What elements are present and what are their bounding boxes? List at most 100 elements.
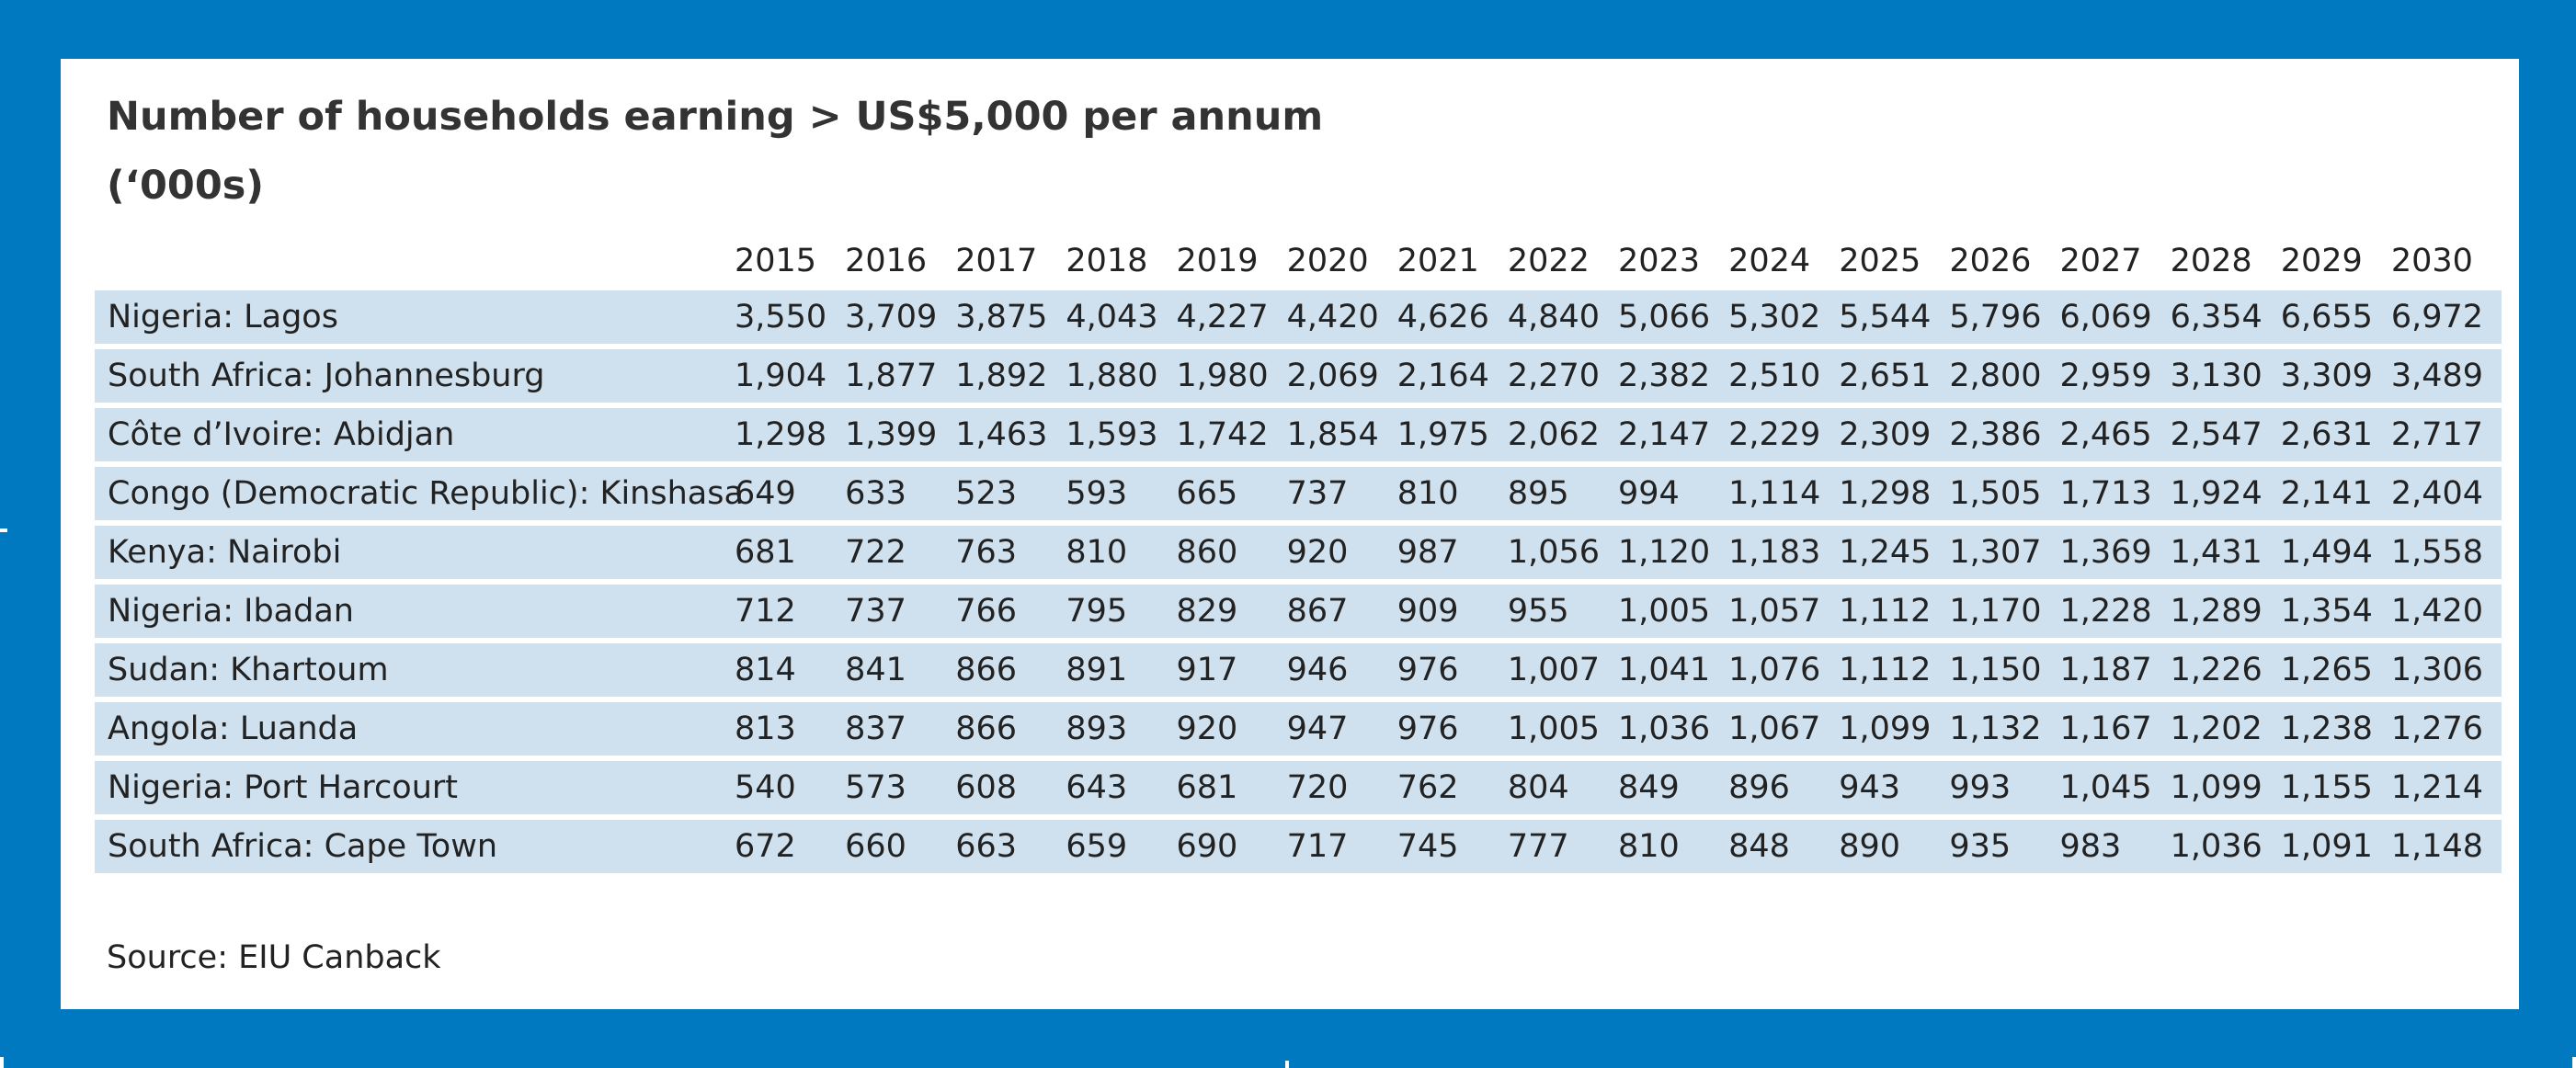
row-label: Nigeria: Lagos <box>95 290 735 344</box>
table-cell: 2,800 <box>1949 349 2060 403</box>
chart-subtitle: (‘000s) <box>107 163 264 209</box>
column-header-2020: 2020 <box>1286 243 1369 279</box>
table-cell: 2,386 <box>1949 408 2060 461</box>
table-cell: 1,558 <box>2390 526 2502 579</box>
column-header-2030: 2030 <box>2390 243 2473 279</box>
edge-mark <box>0 1057 4 1068</box>
column-header-2015: 2015 <box>735 243 817 279</box>
edge-mark <box>1285 1061 1289 1068</box>
table-cell: 2,141 <box>2280 467 2391 520</box>
table-cell: 1,150 <box>1949 643 2060 697</box>
table-cell: 643 <box>1066 761 1177 814</box>
table-cell: 795 <box>1066 585 1177 638</box>
table-cell: 4,840 <box>1507 290 1618 344</box>
table-cell: 943 <box>1839 761 1950 814</box>
table-cell: 2,404 <box>2390 467 2502 520</box>
table-cell: 1,057 <box>1728 585 1840 638</box>
table-cell: 540 <box>735 761 846 814</box>
column-header-2029: 2029 <box>2280 243 2363 279</box>
table-row: Angola: Luanda 813 837 866 893 920 947 976 1,005… <box>95 702 2502 756</box>
table-row: Nigeria: Lagos 3,550 3,709 3,875 4,043 4,227 4… <box>95 290 2502 344</box>
table-cell: 1,505 <box>1949 467 2060 520</box>
table-cell: 6,972 <box>2390 290 2502 344</box>
table-cell: 1,276 <box>2390 702 2502 756</box>
table-cell: 1,245 <box>1839 526 1950 579</box>
table-cell: 1,099 <box>1839 702 1950 756</box>
row-label: Sudan: Khartoum <box>95 643 735 697</box>
table-cell: 814 <box>735 643 846 697</box>
column-header-2023: 2023 <box>1618 243 1701 279</box>
table-body: Nigeria: Lagos 3,550 3,709 3,875 4,043 4,227 4… <box>95 290 2502 873</box>
table-cell: 1,369 <box>2059 526 2171 579</box>
table-cell: 909 <box>1396 585 1508 638</box>
table-cell: 2,510 <box>1728 349 1840 403</box>
edge-mark <box>2572 1057 2576 1068</box>
table-cell: 895 <box>1507 467 1618 520</box>
row-label: South Africa: Cape Town <box>95 820 735 873</box>
table-cell: 1,975 <box>1396 408 1508 461</box>
table-cell: 608 <box>955 761 1066 814</box>
table-cell: 829 <box>1176 585 1287 638</box>
table-cell: 1,202 <box>2170 702 2281 756</box>
table-cell: 1,880 <box>1066 349 1177 403</box>
table-cell: 1,148 <box>2390 820 2502 873</box>
table-cell: 4,626 <box>1396 290 1508 344</box>
data-table: 2015 2016 2017 2018 2019 2020 2021 2022 2023 2024… <box>95 232 2502 879</box>
column-header-2022: 2022 <box>1507 243 1590 279</box>
table-row: Kenya: Nairobi 681 722 763 810 860 920 987 1,056… <box>95 526 2502 579</box>
table-cell: 3,875 <box>955 290 1066 344</box>
table-panel: Number of households earning > US$5,000 … <box>61 59 2519 1009</box>
table-cell: 3,489 <box>2390 349 2502 403</box>
table-cell: 1,005 <box>1618 585 1729 638</box>
table-cell: 5,796 <box>1949 290 2060 344</box>
table-row: Congo (Democratic Republic): Kinshasa 649… <box>95 467 2502 520</box>
table-cell: 1,399 <box>845 408 956 461</box>
table-cell: 1,007 <box>1507 643 1618 697</box>
row-label: Côte d’Ivoire: Abidjan <box>95 408 735 461</box>
table-cell: 1,904 <box>735 349 846 403</box>
table-row: Côte d’Ivoire: Abidjan 1,298 1,399 1,463 1,5… <box>95 408 2502 461</box>
table-cell: 920 <box>1176 702 1287 756</box>
table-cell: 893 <box>1066 702 1177 756</box>
table-cell: 523 <box>955 467 1066 520</box>
table-cell: 1,170 <box>1949 585 2060 638</box>
table-cell: 3,130 <box>2170 349 2281 403</box>
row-label: Nigeria: Port Harcourt <box>95 761 735 814</box>
table-cell: 1,307 <box>1949 526 2060 579</box>
table-cell: 2,465 <box>2059 408 2171 461</box>
row-label: Angola: Luanda <box>95 702 735 756</box>
column-header-2028: 2028 <box>2170 243 2252 279</box>
table-cell: 1,045 <box>2059 761 2171 814</box>
table-cell: 837 <box>845 702 956 756</box>
table-cell: 763 <box>955 526 1066 579</box>
table-cell: 1,298 <box>1839 467 1950 520</box>
column-header-2017: 2017 <box>955 243 1038 279</box>
table-cell: 849 <box>1618 761 1729 814</box>
table-cell: 712 <box>735 585 846 638</box>
table-cell: 2,147 <box>1618 408 1729 461</box>
table-cell: 4,043 <box>1066 290 1177 344</box>
table-cell: 1,005 <box>1507 702 1618 756</box>
table-cell: 804 <box>1507 761 1618 814</box>
table-cell: 2,382 <box>1618 349 1729 403</box>
table-cell: 2,069 <box>1286 349 1397 403</box>
table-cell: 1,132 <box>1949 702 2060 756</box>
table-cell: 1,463 <box>955 408 1066 461</box>
table-cell: 1,056 <box>1507 526 1618 579</box>
table-cell: 1,980 <box>1176 349 1287 403</box>
table-cell: 1,494 <box>2280 526 2391 579</box>
table-cell: 1,091 <box>2280 820 2391 873</box>
table-cell: 1,214 <box>2390 761 2502 814</box>
table-cell: 1,431 <box>2170 526 2281 579</box>
table-cell: 947 <box>1286 702 1397 756</box>
table-cell: 1,420 <box>2390 585 2502 638</box>
column-header-2021: 2021 <box>1396 243 1479 279</box>
source-note: Source: EIU Canback <box>107 939 441 976</box>
table-cell: 2,062 <box>1507 408 1618 461</box>
table-cell: 891 <box>1066 643 1177 697</box>
table-cell: 1,713 <box>2059 467 2171 520</box>
row-label: Congo (Democratic Republic): Kinshasa <box>95 467 744 520</box>
table-cell: 810 <box>1066 526 1177 579</box>
table-cell: 1,238 <box>2280 702 2391 756</box>
column-header-2016: 2016 <box>845 243 928 279</box>
